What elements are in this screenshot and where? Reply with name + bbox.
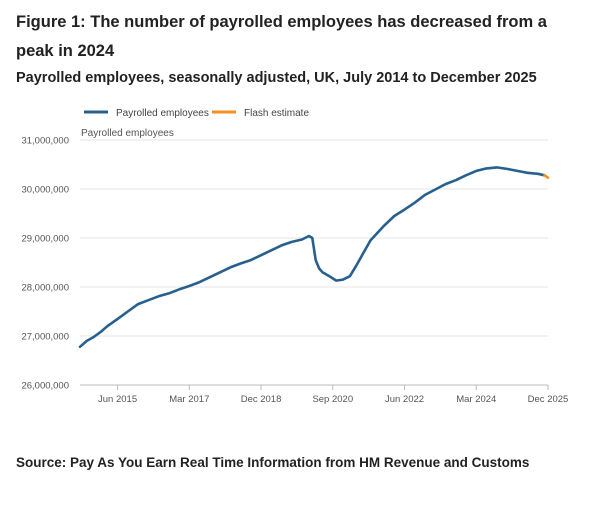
x-tick-label: Jun 2022 xyxy=(385,394,424,405)
y-tick-label: 28,000,000 xyxy=(21,283,69,294)
series-line-payrolled-employees xyxy=(78,166,546,349)
series-lines xyxy=(78,166,550,349)
x-tick-label: Mar 2017 xyxy=(169,394,209,405)
x-tick-label: Jun 2015 xyxy=(98,394,137,405)
series-line-flash-estimate xyxy=(543,174,550,179)
legend-label-flash: Flash estimate xyxy=(244,108,309,119)
y-tick-label: 30,000,000 xyxy=(21,185,69,196)
line-chart: Payrolled employees Flash estimate Payro… xyxy=(21,108,568,405)
y-tick-label: 26,000,000 xyxy=(21,381,69,392)
y-tick-label: 31,000,000 xyxy=(21,136,69,147)
x-tick-label: Mar 2024 xyxy=(456,394,496,405)
x-tick-label: Sep 2020 xyxy=(312,394,353,405)
x-tick-label: Dec 2018 xyxy=(241,394,282,405)
figure-title: Figure 1: The number of payrolled employ… xyxy=(16,13,547,60)
legend-label-payrolled: Payrolled employees xyxy=(116,108,209,119)
source-note: Source: Pay As You Earn Real Time Inform… xyxy=(16,455,530,470)
gridlines xyxy=(80,139,548,386)
chart-subtitle: Payrolled employees, seasonally adjusted… xyxy=(16,70,537,86)
y-axis-ticks: 26,000,000 27,000,000 28,000,000 29,000,000… xyxy=(21,136,69,392)
y-tick-label: 29,000,000 xyxy=(21,234,69,245)
x-tick-label: Dec 2025 xyxy=(528,394,569,405)
legend: Payrolled employees Flash estimate xyxy=(84,108,309,119)
y-tick-label: 27,000,000 xyxy=(21,332,69,343)
x-axis-ticks: Jun 2015 Mar 2017 Dec 2018 Sep 2020 Jun 2022… xyxy=(98,385,568,405)
y-axis-title: Payrolled employees xyxy=(81,128,174,139)
